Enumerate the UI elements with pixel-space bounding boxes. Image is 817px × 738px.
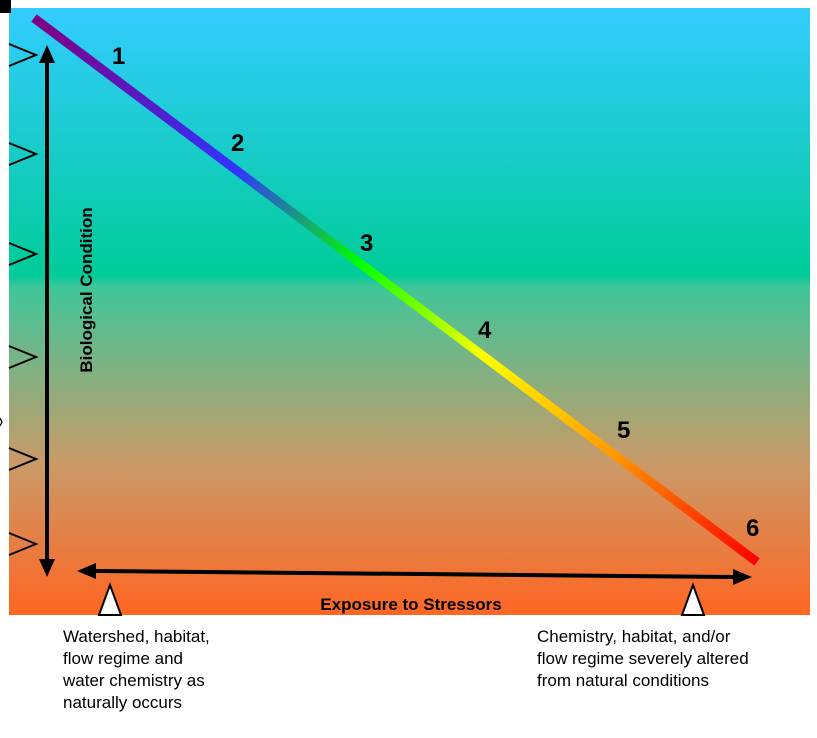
y-axis-label: Biological Condition	[77, 207, 96, 372]
caption-line: flow regime severely altered	[537, 649, 749, 668]
chevron-marker	[8, 142, 39, 166]
chevron-marker	[8, 43, 39, 67]
caption-line: Chemistry, habitat, and/or	[537, 627, 731, 646]
caption-altered-conditions: Chemistry, habitat, and/or flow regime s…	[537, 626, 749, 692]
tier-label-4: 4	[478, 317, 492, 344]
caption-line: from natural conditions	[537, 671, 709, 690]
background-panel	[9, 8, 810, 615]
chevron-marker	[8, 242, 39, 266]
caption-line: flow regime and	[63, 649, 184, 668]
condition-gradient-line	[31, 14, 760, 566]
edge-mark	[0, 417, 3, 427]
caption-line: water chemistry as	[63, 671, 205, 690]
tier-label-2: 2	[231, 130, 244, 157]
caption-line: naturally occurs	[63, 693, 183, 712]
left-chevron-markers	[8, 43, 39, 556]
tier-label-1: 1	[112, 43, 125, 70]
caption-natural-conditions: Watershed, habitat, flow regime and wate…	[63, 626, 210, 714]
caret-marker-left	[97, 582, 123, 616]
horizontal-double-arrow	[77, 563, 752, 585]
tier-label-3: 3	[360, 230, 373, 257]
chevron-marker	[8, 345, 39, 369]
tier-label-6: 6	[746, 515, 759, 542]
tier-label-5: 5	[617, 417, 630, 444]
caret-marker-right	[680, 582, 706, 616]
chevron-marker	[8, 532, 39, 556]
corner-mark	[0, 0, 11, 13]
vertical-double-arrow	[39, 45, 55, 577]
chevron-marker	[8, 447, 39, 471]
bottom-caret-markers	[97, 582, 706, 616]
x-axis-label: Exposure to Stressors	[320, 595, 501, 614]
caption-line: Watershed, habitat,	[63, 627, 210, 646]
